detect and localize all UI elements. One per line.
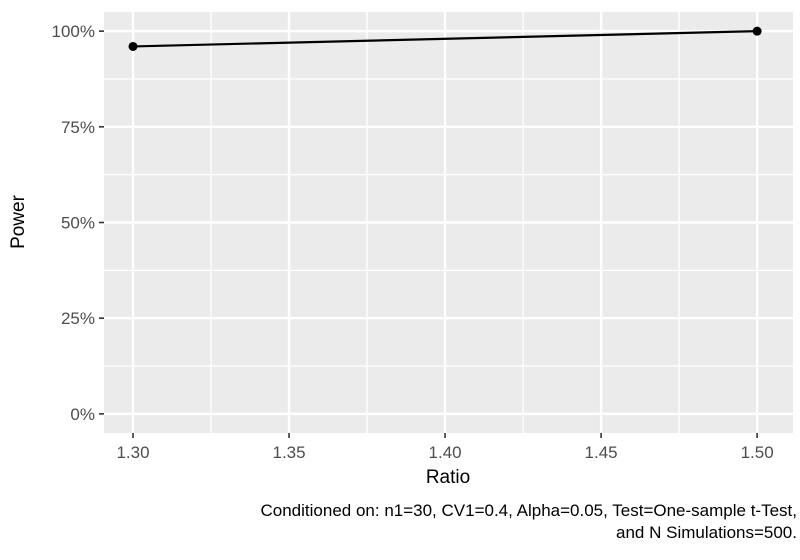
data-point: [128, 41, 138, 51]
x-tick-label: 1.35: [272, 443, 305, 462]
y-axis-title: Power: [8, 195, 29, 249]
plot-caption: Conditioned on: n1=30, CV1=0.4, Alpha=0.…: [17, 500, 798, 544]
data-line: [132, 30, 758, 48]
plot-area: 1.30 1.35 1.40 1.45 1.50 0% 25% 50% 75% 100%: [52, 12, 793, 462]
y-tick-label: 50%: [61, 214, 95, 233]
caption-line-1: Conditioned on: n1=30, CV1=0.4, Alpha=0.…: [260, 501, 798, 520]
x-tick-label: 1.45: [585, 443, 618, 462]
caption-line-2: and N Simulations=500.: [616, 523, 797, 542]
x-tick-label: 1.40: [429, 443, 462, 462]
y-tick-label: 100%: [52, 22, 95, 41]
data-point: [752, 26, 762, 36]
y-tick-label: 75%: [61, 118, 95, 137]
x-tick-label: 1.50: [741, 443, 774, 462]
x-axis-title: Ratio: [425, 467, 471, 488]
y-tick-label: 25%: [61, 309, 95, 328]
x-tick-label: 1.30: [116, 443, 149, 462]
y-tick-label: 0%: [70, 405, 95, 424]
